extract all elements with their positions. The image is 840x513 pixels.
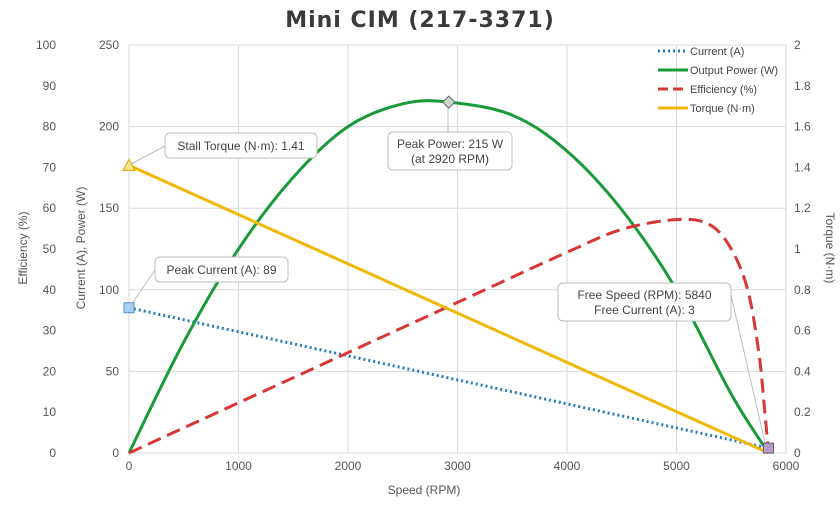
legend-entry: Efficiency (%)	[690, 84, 757, 96]
y-tick-label-current-power: 0	[112, 446, 119, 460]
y-tick-label-efficiency: 0	[49, 446, 56, 460]
y-tick-label-torque: 0.6	[794, 324, 811, 338]
y-axis-label-torque: Torque (N·m)	[823, 213, 837, 284]
y-tick-label-torque: 1.8	[794, 79, 811, 93]
y-tick-label-efficiency: 100	[36, 38, 56, 52]
y-tick-label-current-power: 50	[106, 364, 120, 378]
annotation-leader	[128, 269, 156, 309]
y-axis-label-current-power: Current (A), Power (W)	[74, 187, 88, 310]
y-tick-label-efficiency: 80	[43, 120, 57, 134]
y-tick-label-torque: 1	[794, 242, 801, 256]
x-tick-label: 5000	[663, 459, 690, 473]
y-tick-label-current-power: 250	[99, 38, 119, 52]
y-tick-label-efficiency: 90	[43, 79, 57, 93]
annotation-text-line2: Free Current (A): 3	[594, 303, 695, 317]
y-tick-label-torque: 1.2	[794, 201, 811, 215]
annotation-box	[154, 256, 289, 283]
annotation-box	[387, 131, 513, 171]
peak-power-marker	[442, 95, 456, 109]
chart-title: Mini CIM (217-3371)	[285, 8, 555, 33]
x-tick-label: 6000	[773, 459, 800, 473]
series-line-current-a	[128, 306, 769, 450]
y-tick-label-torque: 1.6	[794, 120, 811, 134]
x-tick-label: 3000	[444, 459, 471, 473]
annotations: Stall Torque (N·m): 1.41 Peak Current (A)…	[122, 95, 774, 454]
y-tick-label-torque: 1.4	[794, 160, 811, 174]
annotation-text-line2: (at 2920 RPM)	[411, 152, 489, 166]
y-tick-label-efficiency: 10	[43, 405, 57, 419]
legend-entry: Output Power (W)	[690, 65, 778, 77]
x-axis-label: Speed (RPM)	[388, 483, 461, 497]
y-tick-label-torque: 0.2	[794, 405, 811, 419]
y-tick-label-current-power: 200	[99, 120, 119, 134]
series-line-efficiency	[128, 217, 770, 455]
annotation-text: Free Speed (RPM): 5840	[577, 288, 711, 302]
annotation-box	[557, 282, 732, 322]
y-tick-label-efficiency: 70	[43, 160, 57, 174]
stall-torque-marker	[122, 158, 136, 171]
x-tick-label: 2000	[335, 459, 362, 473]
annotation-text: Peak Power: 215 W	[397, 137, 504, 151]
series-line-torque-n-m	[128, 163, 770, 455]
annotation-leader	[128, 145, 166, 166]
y-tick-label-current-power: 150	[99, 201, 119, 215]
y-tick-label-efficiency: 30	[43, 324, 57, 338]
y-tick-label-efficiency: 40	[43, 283, 57, 297]
y-tick-label-torque: 0.8	[794, 283, 811, 297]
annotation-text: Peak Current (A): 89	[166, 263, 276, 277]
y-tick-label-efficiency: 50	[43, 242, 57, 256]
x-tick-label: 0	[126, 459, 133, 473]
free-speed-marker	[762, 442, 774, 454]
y-tick-label-torque: 0.4	[794, 364, 811, 378]
annotation-text: Stall Torque (N·m): 1.41	[177, 139, 304, 153]
grid-lines	[128, 44, 787, 454]
legend-entry: Current (A)	[690, 46, 744, 58]
y-axis-label-efficiency: Efficiency (%)	[16, 211, 30, 284]
y-tick-label-torque: 2	[794, 38, 801, 52]
y-tick-label-torque: 0	[794, 446, 801, 460]
peak-current-marker	[123, 302, 135, 314]
annotation-box	[164, 132, 318, 159]
axis-ticks: 0 1000 2000 3000 4000 5000 6000050100150200250…	[36, 38, 811, 473]
y-tick-label-efficiency: 20	[43, 364, 57, 378]
annotation-leader	[730, 294, 767, 448]
legend: Current (A) Output Power (W) Efficiency (%…	[658, 46, 778, 115]
y-tick-label-efficiency: 60	[43, 201, 57, 215]
x-tick-label: 4000	[554, 459, 581, 473]
y-tick-label-current-power: 100	[99, 283, 119, 297]
x-tick-label: 1000	[225, 459, 252, 473]
legend-entry: Torque (N·m)	[690, 103, 755, 115]
